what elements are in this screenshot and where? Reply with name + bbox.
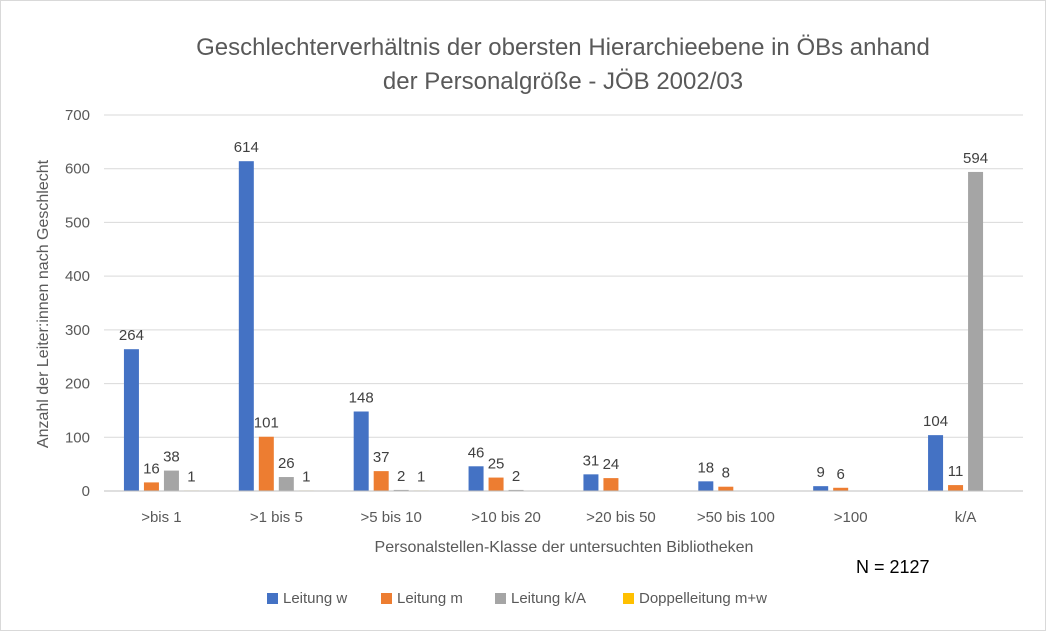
bars [123,161,984,492]
legend-item: Doppelleitung m+w [623,590,767,607]
data-label: 148 [349,390,374,407]
data-label: 1 [187,468,195,485]
bar-leitung-k-a-7 [968,171,984,492]
data-label: 2 [512,468,520,485]
chart-title-line-1: Geschlechterverhältnis der obersten Hier… [196,34,930,61]
bar-leitung-w-2 [353,411,369,491]
x-tick-label: >10 bis 20 [471,509,541,526]
x-tick-label: >50 bis 100 [697,509,775,526]
data-label: 16 [143,460,160,477]
x-tick-label: >5 bis 10 [361,509,422,526]
bar-leitung-w-0 [123,349,139,491]
legend: Leitung w Leitung m Leitung k/A Doppelleitu… [267,590,767,607]
data-label: 1 [417,468,425,485]
legend-swatch [623,593,634,604]
data-label: 26 [278,455,295,472]
legend-item: Leitung k/A [495,590,586,607]
bar-leitung-w-5 [698,481,714,491]
data-label: 594 [963,150,988,167]
y-tick-label: 300 [65,322,90,339]
bar-leitung-w-1 [238,161,254,492]
bar-leitung-m-6 [833,487,849,491]
data-label: 104 [923,413,948,430]
data-label: 614 [234,139,259,156]
x-tick-label: >20 bis 50 [586,509,656,526]
legend-item: Leitung w [267,590,347,607]
bar-leitung-m-5 [718,486,734,491]
y-tick-label: 200 [65,376,90,393]
legend-label: Leitung w [283,590,347,607]
bar-leitung-m-0 [143,482,159,491]
y-axis-ticks: 0 100 200 300 400 500 600 700 [65,107,90,500]
y-axis-label: Anzahl der Leiter:innen nach Geschlecht [35,159,52,448]
data-label: 37 [373,449,390,466]
data-label: 38 [163,449,180,466]
y-tick-label: 400 [65,268,90,285]
bar-leitung-m-1 [258,436,274,491]
bar-leitung-w-3 [468,466,484,491]
bar-leitung-m-7 [948,485,964,491]
y-tick-label: 600 [65,161,90,178]
data-label: 25 [488,456,505,473]
x-tick-label: >1 bis 5 [250,509,303,526]
y-tick-label: 500 [65,214,90,231]
data-label: 1 [302,468,310,485]
legend-swatch [267,593,278,604]
bar-leitung-w-7 [928,435,944,491]
x-tick-label: >bis 1 [141,509,181,526]
data-label: 9 [817,464,825,481]
bar-leitung-k-a-0 [163,470,179,491]
gridlines [104,114,1023,438]
legend-swatch [495,593,506,604]
legend-swatch [381,593,392,604]
data-label: 264 [119,327,144,344]
y-tick-label: 700 [65,107,90,124]
chart-title-line-2: der Personalgröße - JÖB 2002/03 [383,68,743,95]
bar-leitung-m-2 [373,471,389,491]
x-axis-ticks: >bis 1 >1 bis 5 >5 bis 10 >10 bis 20 >20 bis… [141,509,976,526]
data-label: 8 [722,465,730,482]
data-label: 2 [397,468,405,485]
bar-leitung-k-a-3 [508,489,524,491]
legend-item: Leitung m [381,590,463,607]
data-label: 46 [468,444,485,461]
legend-label: Leitung m [397,590,463,607]
sample-size-note: N = 2127 [856,557,930,577]
y-tick-label: 100 [65,429,90,446]
bar-leitung-w-4 [583,474,599,491]
data-label: 24 [603,456,620,473]
data-label: 11 [948,463,964,480]
bar-leitung-m-4 [603,478,619,491]
bar-leitung-k-a-1 [278,477,294,491]
data-label: 18 [697,459,714,476]
bar-leitung-k-a-2 [393,489,409,491]
legend-label: Leitung k/A [511,590,586,607]
x-tick-label: k/A [955,509,977,526]
x-axis-label: Personalstellen-Klasse der untersuchten … [375,539,754,556]
bar-leitung-w-6 [813,486,829,491]
x-tick-label: >100 [834,509,868,526]
data-label: 31 [583,452,600,469]
data-label: 101 [254,415,279,432]
data-label: 6 [837,466,845,483]
y-tick-label: 0 [82,483,90,500]
legend-label: Doppelleitung m+w [639,590,767,607]
bar-leitung-m-3 [488,477,504,491]
